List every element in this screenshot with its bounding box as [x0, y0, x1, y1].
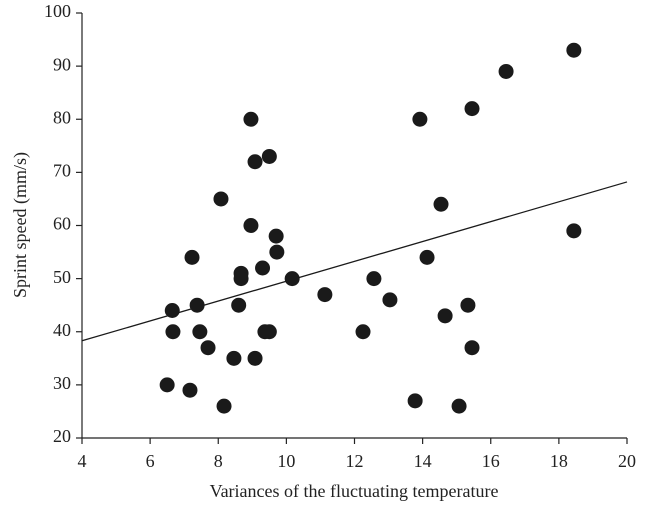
- point: [165, 324, 181, 340]
- point: [231, 297, 247, 313]
- point: [451, 398, 467, 414]
- point: [261, 148, 277, 164]
- point: [464, 101, 480, 117]
- y-tick-label: 60: [53, 214, 71, 234]
- point: [412, 111, 428, 127]
- point: [182, 382, 198, 398]
- point: [213, 191, 229, 207]
- point: [464, 340, 480, 356]
- point: [233, 271, 249, 287]
- point: [355, 324, 371, 340]
- point: [243, 111, 259, 127]
- y-tick-label: 100: [44, 1, 71, 21]
- point: [437, 308, 453, 324]
- y-tick-label: 40: [53, 320, 71, 340]
- point: [243, 218, 259, 233]
- point: [268, 228, 284, 244]
- point: [226, 350, 242, 366]
- point: [407, 393, 423, 409]
- x-axis-label: Variances of the fluctuating temperature: [210, 481, 499, 501]
- x-tick-label: 14: [414, 451, 432, 471]
- point: [366, 271, 382, 287]
- y-axis-label: Sprint speed (mm/s): [10, 152, 31, 298]
- point: [184, 249, 200, 265]
- point: [261, 324, 277, 340]
- point: [433, 196, 449, 212]
- x-tick-label: 6: [146, 451, 155, 471]
- point: [566, 42, 582, 58]
- point: [247, 154, 263, 170]
- point: [159, 377, 175, 393]
- x-tick-label: 20: [618, 451, 636, 471]
- point: [192, 324, 208, 340]
- point: [317, 287, 333, 303]
- point: [566, 223, 582, 239]
- x-tick-label: 8: [214, 451, 223, 471]
- point: [255, 260, 271, 276]
- x-tick-label: 18: [550, 451, 568, 471]
- point: [284, 271, 300, 287]
- point: [382, 292, 398, 308]
- y-tick-label: 20: [53, 426, 71, 446]
- x-tick-label: 4: [78, 451, 87, 471]
- point: [498, 63, 514, 79]
- point: [200, 340, 216, 356]
- fit-line: [81, 181, 628, 342]
- y-tick-label: 70: [53, 161, 71, 181]
- y-tick-label: 30: [53, 373, 71, 393]
- x-tick-label: 16: [482, 451, 500, 471]
- x-tick-label: 10: [277, 451, 295, 471]
- y-tick-label: 50: [53, 267, 71, 287]
- point: [189, 297, 205, 313]
- y-tick-label: 90: [53, 54, 71, 74]
- point: [164, 303, 180, 318]
- point: [269, 244, 285, 260]
- point: [460, 297, 476, 313]
- point: [247, 350, 263, 366]
- y-tick-label: 80: [53, 107, 71, 127]
- point: [216, 398, 232, 414]
- x-tick-label: 12: [346, 451, 364, 471]
- point: [419, 249, 435, 265]
